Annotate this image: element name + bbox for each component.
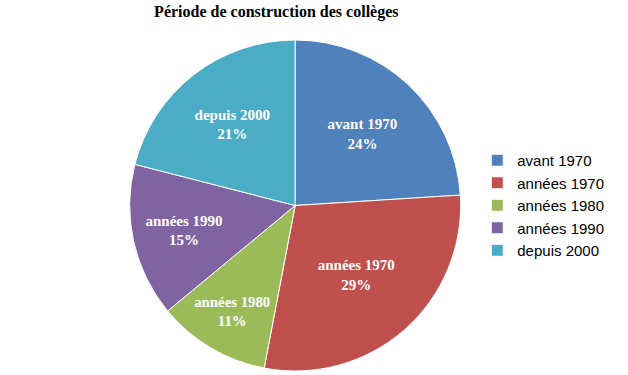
svg-text:années 197029%: années 197029%: [318, 257, 395, 293]
svg-text:années 1990: années 1990: [517, 220, 604, 237]
svg-text:années 1970: années 1970: [517, 175, 604, 192]
svg-text:avant 1970: avant 1970: [517, 152, 591, 169]
svg-text:Période de construction des co: Période de construction des collèges: [154, 3, 398, 21]
svg-text:depuis 200021%: depuis 200021%: [195, 107, 270, 143]
svg-text:années 198011%: années 198011%: [194, 294, 270, 329]
svg-text:depuis 2000: depuis 2000: [517, 242, 599, 259]
svg-text:années 1980: années 1980: [517, 197, 604, 214]
svg-text:avant 197024%: avant 197024%: [328, 116, 398, 152]
svg-text:années 199015%: années 199015%: [146, 213, 223, 249]
